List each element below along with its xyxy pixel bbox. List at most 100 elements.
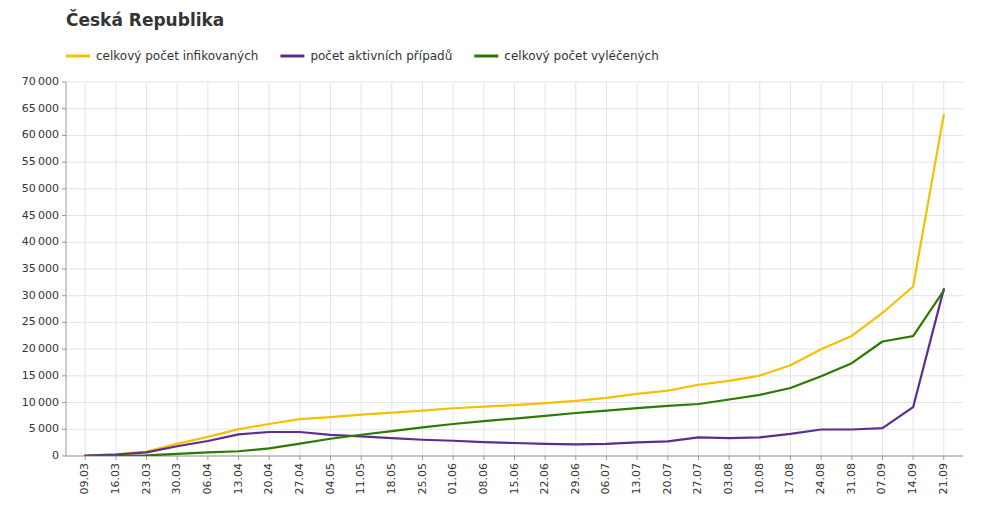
x-tick xyxy=(514,456,515,460)
x-tick-label: 21.09 xyxy=(937,463,950,495)
x-tick-label: 29.06 xyxy=(569,463,582,495)
y-tick xyxy=(62,322,66,323)
x-tick-label: 27.07 xyxy=(691,463,704,495)
grid-line xyxy=(698,82,699,456)
y-tick xyxy=(62,349,66,350)
x-tick-label: 23.03 xyxy=(140,463,153,495)
y-tick-label: 60 000 xyxy=(22,128,59,141)
grid-line xyxy=(759,82,760,456)
x-tick xyxy=(821,456,822,460)
y-tick-label: 55 000 xyxy=(22,155,59,168)
x-axis-line xyxy=(66,456,963,457)
x-tick xyxy=(238,456,239,460)
x-tick xyxy=(483,456,484,460)
x-tick-label: 07.09 xyxy=(875,463,888,495)
legend-item: celkový počet infikovaných xyxy=(66,49,258,63)
x-tick xyxy=(790,456,791,460)
y-tick xyxy=(62,375,66,376)
grid-line xyxy=(514,82,515,456)
y-tick-label: 40 000 xyxy=(22,235,59,248)
x-tick-label: 13.04 xyxy=(232,463,245,495)
legend-label: počet aktivních případů xyxy=(310,49,452,63)
y-tick xyxy=(62,269,66,270)
grid-line xyxy=(790,82,791,456)
x-tick xyxy=(759,456,760,460)
x-tick-label: 06.04 xyxy=(201,463,214,495)
x-tick xyxy=(177,456,178,460)
x-tick-label: 24.08 xyxy=(814,463,827,495)
grid-line xyxy=(453,82,454,456)
grid-line xyxy=(913,82,914,456)
legend-item: celkový počet vyléčených xyxy=(474,49,658,63)
x-tick xyxy=(698,456,699,460)
y-tick-label: 0 xyxy=(52,449,59,462)
legend: celkový počet infikovaných počet aktivníc… xyxy=(66,49,659,63)
x-tick xyxy=(207,456,208,460)
grid-line xyxy=(330,82,331,456)
y-tick-label: 20 000 xyxy=(22,342,59,355)
x-tick xyxy=(575,456,576,460)
x-tick xyxy=(729,456,730,460)
x-tick xyxy=(913,456,914,460)
grid-line xyxy=(545,82,546,456)
y-axis-line xyxy=(66,82,67,456)
x-tick xyxy=(299,456,300,460)
legend-swatch xyxy=(66,55,90,58)
title: Česká Republika xyxy=(66,9,224,30)
x-tick xyxy=(115,456,116,460)
x-tick xyxy=(391,456,392,460)
lines xyxy=(85,115,944,456)
grid-line xyxy=(269,82,270,456)
legend-swatch xyxy=(280,55,304,58)
x-tick-label: 20.04 xyxy=(262,463,275,495)
grid-line xyxy=(422,82,423,456)
x-tick xyxy=(943,456,944,460)
y-tick xyxy=(62,162,66,163)
grid-line xyxy=(851,82,852,456)
y-tick-label: 50 000 xyxy=(22,182,59,195)
x-tick xyxy=(637,456,638,460)
x-tick-label: 31.08 xyxy=(845,463,858,495)
axes: 05 00010 00015 00020 00025 00030 00035 0… xyxy=(22,75,963,495)
x-tick-label: 17.08 xyxy=(783,463,796,495)
grid-line xyxy=(606,82,607,456)
x-tick xyxy=(882,456,883,460)
legend-label: celkový počet vyléčených xyxy=(504,49,658,63)
series-line xyxy=(85,115,944,456)
grid-line xyxy=(238,82,239,456)
x-tick-label: 27.04 xyxy=(293,463,306,495)
grid-line xyxy=(146,82,147,456)
y-tick-label: 5 000 xyxy=(29,422,59,435)
x-tick xyxy=(453,456,454,460)
x-tick xyxy=(422,456,423,460)
chart: Česká Republika05 00010 00015 00020 0002… xyxy=(0,0,983,508)
grid-line xyxy=(115,82,116,456)
grid-line xyxy=(882,82,883,456)
grid-line xyxy=(637,82,638,456)
y-tick-label: 15 000 xyxy=(22,369,59,382)
y-tick xyxy=(62,188,66,189)
series-line xyxy=(85,291,944,456)
x-tick-label: 03.08 xyxy=(722,463,735,495)
x-tick xyxy=(330,456,331,460)
x-tick-label: 22.06 xyxy=(538,463,551,495)
legend-label: celkový počet infikovaných xyxy=(96,49,258,63)
grid-line xyxy=(85,82,86,456)
x-tick xyxy=(361,456,362,460)
x-tick-label: 06.07 xyxy=(599,463,612,495)
grid-line xyxy=(177,82,178,456)
y-tick xyxy=(62,135,66,136)
y-tick xyxy=(62,242,66,243)
grid xyxy=(66,82,963,456)
x-tick-label: 09.03 xyxy=(78,463,91,495)
x-tick-label: 14.09 xyxy=(906,463,919,495)
grid-line xyxy=(821,82,822,456)
x-tick xyxy=(269,456,270,460)
y-tick xyxy=(62,402,66,403)
y-tick xyxy=(62,82,66,83)
y-tick xyxy=(62,215,66,216)
x-tick xyxy=(606,456,607,460)
y-tick-label: 70 000 xyxy=(22,75,59,88)
y-tick xyxy=(62,429,66,430)
y-tick xyxy=(62,108,66,109)
